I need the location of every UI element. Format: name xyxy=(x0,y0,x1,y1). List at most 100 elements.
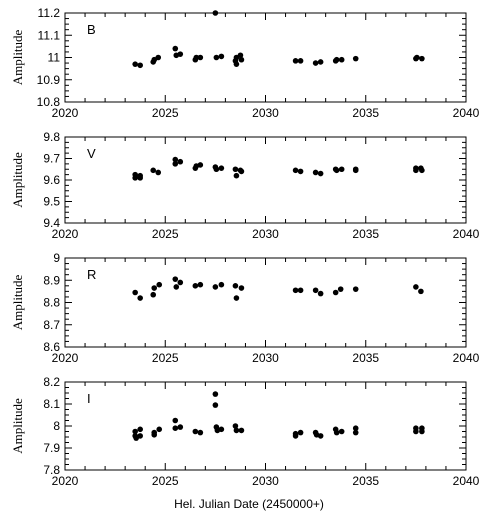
panel-v: 2020 2025 2030 2035 2040 9.4 9.5 9.6 9.7 9.8 Ampli… xyxy=(10,130,480,241)
plot-frame xyxy=(64,136,467,224)
data-point xyxy=(177,424,184,430)
x-tick-label: 2030 xyxy=(252,227,279,241)
data-point xyxy=(212,402,219,408)
y-axis-label: Amplitude xyxy=(10,29,25,85)
y-tick-label: 8.6 xyxy=(43,340,60,354)
data-point xyxy=(337,286,344,292)
x-tick-label: 2040 xyxy=(453,106,480,120)
x-tick-label: 2020 xyxy=(52,474,79,488)
data-point xyxy=(338,56,345,63)
data-point xyxy=(218,281,225,288)
y-tick-label: 7.8 xyxy=(43,463,60,477)
y-tick-label: 8.1 xyxy=(43,397,60,411)
data-point xyxy=(197,162,204,168)
y-tick-label: 9.4 xyxy=(43,216,60,230)
data-point xyxy=(150,291,157,298)
data-point xyxy=(233,61,240,67)
y-tick-label: 10.8 xyxy=(37,95,61,109)
data-point xyxy=(312,169,319,176)
y-tick-label: 11 xyxy=(48,51,61,65)
data-point xyxy=(352,167,359,174)
panel-r: 2020 2025 2030 2035 2040 8.6 8.7 8.8 8.9 9 Amplitu… xyxy=(10,251,480,365)
data-point xyxy=(238,427,245,434)
data-point xyxy=(137,433,143,439)
data-point xyxy=(333,167,340,174)
y-axis-label: Amplitude xyxy=(10,152,25,208)
panel-b: 2020 2025 2030 2035 2040 10.8 10.9 11 11.1 11.2 Am… xyxy=(10,6,480,120)
data-point xyxy=(172,417,179,424)
y-tick-label: 9.8 xyxy=(43,130,60,144)
x-tick-label: 2040 xyxy=(453,351,480,365)
data-point xyxy=(352,425,359,432)
x-axis-label: Hel. Julian Date (2450000+) xyxy=(174,497,324,511)
data-point xyxy=(172,161,179,167)
data-point xyxy=(238,56,245,63)
data-point xyxy=(172,156,179,163)
y-tick-label: 8.8 xyxy=(43,296,60,310)
data-point xyxy=(177,51,184,57)
data-point xyxy=(352,55,359,62)
data-point xyxy=(317,290,324,297)
data-point xyxy=(338,166,345,173)
data-point xyxy=(192,428,199,435)
data-point xyxy=(172,425,179,432)
data-point xyxy=(212,391,219,397)
data-point xyxy=(218,165,225,171)
data-point xyxy=(419,428,425,435)
data-point xyxy=(333,56,340,63)
data-point xyxy=(414,54,420,61)
y-tick-label: 8 xyxy=(53,419,60,433)
data-point xyxy=(317,170,324,177)
data-point xyxy=(333,429,340,436)
data-point xyxy=(419,55,425,62)
data-point xyxy=(177,279,184,286)
data-point xyxy=(312,60,319,66)
x-tick-label: 2025 xyxy=(152,106,179,120)
y-tick-label: 9.6 xyxy=(43,173,60,187)
data-point xyxy=(292,167,299,174)
data-point xyxy=(338,428,345,435)
y-tick-label: 11.1 xyxy=(38,28,61,42)
data-point xyxy=(172,45,179,52)
data-point xyxy=(172,276,179,282)
data-point xyxy=(193,54,200,61)
data-point xyxy=(297,429,304,436)
band-label: V xyxy=(87,146,96,161)
data-point xyxy=(352,429,359,436)
x-tick-label: 2030 xyxy=(252,474,279,488)
data-point xyxy=(137,175,143,181)
data-point xyxy=(419,167,425,174)
x-tick-label: 2025 xyxy=(152,227,179,241)
data-point xyxy=(233,427,240,434)
y-tick-label: 10.9 xyxy=(37,73,61,87)
data-point xyxy=(413,284,419,290)
y-tick-label: 9.7 xyxy=(43,152,60,166)
data-point xyxy=(238,168,245,175)
data-point xyxy=(317,433,324,439)
data-point xyxy=(155,54,162,61)
data-point xyxy=(155,169,162,176)
data-point xyxy=(192,283,199,289)
band-label: B xyxy=(87,22,96,37)
data-point xyxy=(150,167,157,174)
data-point xyxy=(213,54,220,61)
x-tick-label: 2030 xyxy=(252,351,279,365)
x-tick-label: 2035 xyxy=(352,227,379,241)
y-tick-label: 9 xyxy=(53,251,60,265)
x-tick-label: 2035 xyxy=(352,106,379,120)
data-point xyxy=(232,423,239,429)
data-point xyxy=(137,295,143,301)
y-axis-label: Amplitude xyxy=(10,398,25,454)
y-tick-label: 8.7 xyxy=(43,318,60,332)
data-point xyxy=(297,168,304,175)
x-tick-label: 2035 xyxy=(352,351,379,365)
band-label: I xyxy=(87,391,91,406)
data-point xyxy=(332,289,339,296)
data-point xyxy=(233,172,240,179)
data-point xyxy=(312,287,319,294)
y-tick-label: 8.9 xyxy=(43,273,60,287)
data-point xyxy=(292,58,299,64)
data-point xyxy=(156,426,163,433)
data-point xyxy=(137,62,143,69)
